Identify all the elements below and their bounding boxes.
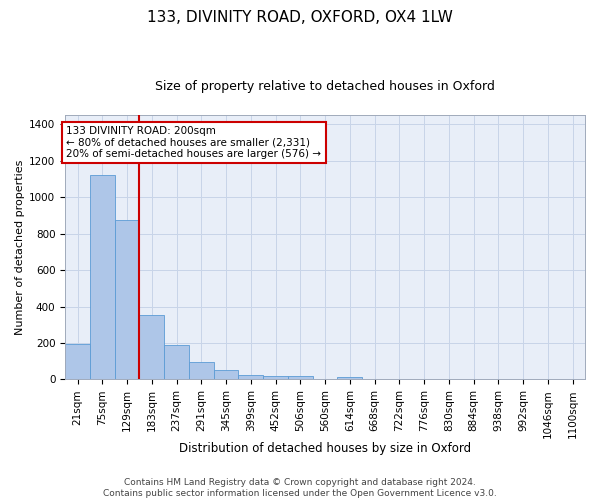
Bar (337, 377, 362, 380)
Bar (65, 344, 90, 380)
Bar (288, 376, 313, 380)
Bar (139, 314, 164, 380)
Text: 133, DIVINITY ROAD, OXFORD, OX4 1LW: 133, DIVINITY ROAD, OXFORD, OX4 1LW (147, 10, 453, 25)
Bar (238, 376, 263, 380)
Bar (263, 376, 288, 380)
Bar (189, 362, 214, 380)
Text: Contains HM Land Registry data © Crown copyright and database right 2024.
Contai: Contains HM Land Registry data © Crown c… (103, 478, 497, 498)
Text: 133 DIVINITY ROAD: 200sqm
← 80% of detached houses are smaller (2,331)
20% of se: 133 DIVINITY ROAD: 200sqm ← 80% of detac… (67, 126, 322, 159)
Bar (164, 345, 189, 380)
Bar (214, 370, 238, 380)
Bar (90, 175, 115, 380)
Bar (115, 220, 139, 380)
X-axis label: Distribution of detached houses by size in Oxford: Distribution of detached houses by size … (179, 442, 471, 455)
Title: Size of property relative to detached houses in Oxford: Size of property relative to detached ho… (155, 80, 495, 93)
Y-axis label: Number of detached properties: Number of detached properties (15, 160, 25, 335)
